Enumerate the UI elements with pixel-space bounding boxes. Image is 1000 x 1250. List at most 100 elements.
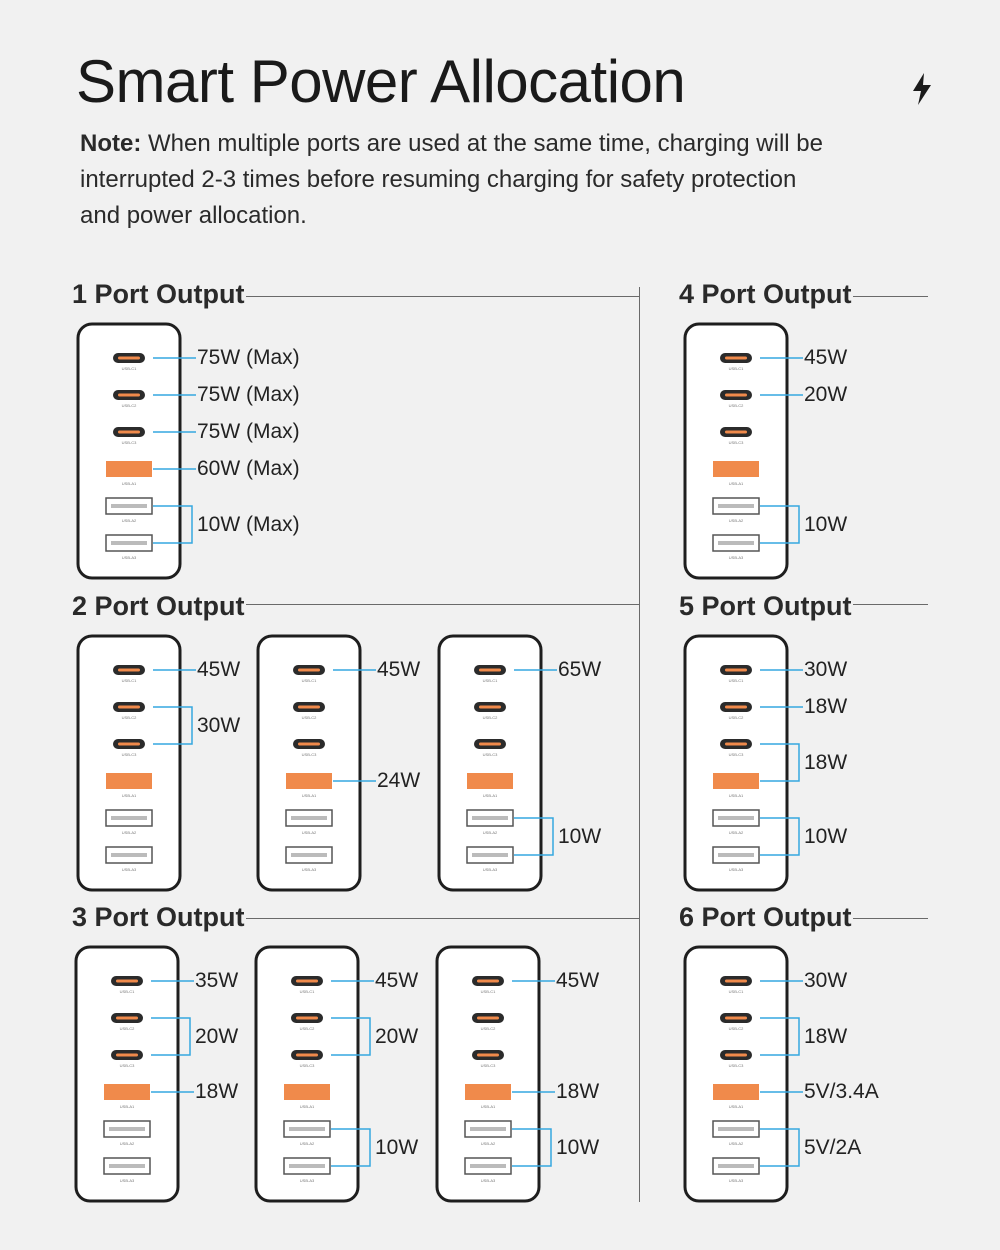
port-usb-c1: USB-C1 <box>720 665 752 683</box>
port-usb-a3: USB-A3 <box>105 534 153 560</box>
port-name-label: USB-C1 <box>302 678 317 683</box>
port-usb-c1: USB-C1 <box>111 976 143 994</box>
port-usb-c2: USB-C2 <box>720 390 752 408</box>
port-usb-c2: USB-C2 <box>720 1013 752 1031</box>
port-usb-a2: USB-A2 <box>712 497 760 523</box>
port-name-label: USB-A2 <box>300 1141 315 1146</box>
section-title-1-port: 1 Port Output <box>72 279 247 309</box>
port-usb-c3: USB-C3 <box>111 1050 143 1068</box>
port-name-label: USB-C2 <box>122 403 137 408</box>
section-2-rule <box>242 604 639 605</box>
port-name-label: USB-A3 <box>729 555 744 560</box>
port-name-label: USB-A1 <box>120 1104 135 1109</box>
power-output-label: 10W <box>558 824 602 848</box>
leader-bracket <box>153 706 193 745</box>
charger-3-port-b: USB-C1 USB-C2 USB-C3 USB-A1 USB-A2 USB-A3 <box>254 945 374 1203</box>
power-output-label: 18W <box>195 1080 239 1103</box>
port-usb-a3: USB-A3 <box>285 846 333 872</box>
section-title-3-port: 3 Port Output <box>72 902 247 932</box>
port-usb-c2: USB-C2 <box>472 1013 504 1031</box>
port-name-label: USB-A2 <box>120 1141 135 1146</box>
power-output-label: 18W <box>804 1024 848 1048</box>
port-usb-a2: USB-A2 <box>712 809 760 835</box>
port-usb-a1: USB-A1 <box>465 1084 511 1109</box>
port-usb-c2: USB-C2 <box>720 702 752 720</box>
port-name-label: USB-A3 <box>729 867 744 872</box>
port-name-label: USB-C3 <box>300 1063 315 1068</box>
port-name-label: USB-A3 <box>300 1178 315 1183</box>
port-name-label: USB-C2 <box>729 403 744 408</box>
charger-1-port: USB-C1 USB-C2 USB-C3 USB-A1 USB-A2 USB-A3 <box>76 322 196 580</box>
section-title-4-port: 4 Port Output <box>679 279 854 309</box>
leader-bracket <box>514 817 554 856</box>
charger-body <box>256 634 362 892</box>
port-usb-c2: USB-C2 <box>113 702 145 720</box>
port-name-label: USB-C1 <box>120 989 135 994</box>
power-output-label: 65W <box>558 658 602 681</box>
port-name-label: USB-A2 <box>122 518 137 523</box>
leader-bracket <box>331 1017 371 1056</box>
port-name-label: USB-A2 <box>122 830 137 835</box>
port-usb-a3: USB-A3 <box>712 534 760 560</box>
port-name-label: USB-A1 <box>300 1104 315 1109</box>
charger-svg: USB-C1 USB-C2 USB-C3 USB-A1 USB-A2 USB-A3 <box>435 945 555 1203</box>
port-name-label: USB-A2 <box>729 1141 744 1146</box>
port-name-label: USB-C2 <box>302 715 317 720</box>
power-output-label: 75W (Max) <box>197 383 300 406</box>
power-output-label: 18W <box>804 695 848 718</box>
port-name-label: USB-C3 <box>481 1063 496 1068</box>
port-usb-c1: USB-C1 <box>113 665 145 683</box>
port-name-label: USB-C1 <box>122 678 137 683</box>
port-usb-a2: USB-A2 <box>283 1120 331 1146</box>
power-output-label: 10W <box>556 1135 600 1159</box>
port-usb-a3: USB-A3 <box>283 1157 331 1183</box>
port-usb-a3: USB-A3 <box>712 846 760 872</box>
port-usb-a3: USB-A3 <box>105 846 153 872</box>
port-name-label: USB-A3 <box>302 867 317 872</box>
charger-body <box>437 634 543 892</box>
charger-svg: USB-C1 USB-C2 USB-C3 USB-A1 USB-A2 USB-A3 <box>437 634 557 892</box>
port-name-label: USB-C2 <box>729 1026 744 1031</box>
port-usb-c2: USB-C2 <box>113 390 145 408</box>
port-usb-c3: USB-C3 <box>293 739 325 757</box>
port-name-label: USB-A3 <box>729 1178 744 1183</box>
port-usb-c1: USB-C1 <box>474 665 506 683</box>
charger-svg: USB-C1 USB-C2 USB-C3 USB-A1 USB-A2 USB-A3 <box>254 945 374 1203</box>
port-name-label: USB-C2 <box>729 715 744 720</box>
leader-bracket <box>331 1128 371 1167</box>
port-name-label: USB-C1 <box>483 678 498 683</box>
power-output-label: 10W <box>804 824 848 848</box>
port-usb-a3: USB-A3 <box>712 1157 760 1183</box>
port-name-label: USB-A3 <box>481 1178 496 1183</box>
port-usb-c1: USB-C1 <box>291 976 323 994</box>
port-name-label: USB-C1 <box>729 989 744 994</box>
port-usb-c2: USB-C2 <box>474 702 506 720</box>
port-name-label: USB-C1 <box>300 989 315 994</box>
leader-bracket <box>151 1017 191 1056</box>
leader-bracket <box>760 743 800 782</box>
port-name-label: USB-C1 <box>122 366 137 371</box>
power-output-label: 35W <box>195 969 239 992</box>
port-name-label: USB-A3 <box>120 1178 135 1183</box>
port-name-label: USB-A1 <box>483 793 498 798</box>
power-output-label: 5V/2A <box>804 1135 862 1159</box>
port-name-label: USB-A1 <box>122 481 137 486</box>
section-6-rule <box>850 918 928 919</box>
leader-bracket <box>512 1128 552 1167</box>
port-usb-a1: USB-A1 <box>104 1084 150 1109</box>
port-name-label: USB-C1 <box>481 989 496 994</box>
charger-4-port: USB-C1 USB-C2 USB-C3 USB-A1 USB-A2 USB-A3 <box>683 322 803 580</box>
section-title-2-port: 2 Port Output <box>72 591 247 621</box>
port-usb-c3: USB-C3 <box>291 1050 323 1068</box>
charger-svg: USB-C1 USB-C2 USB-C3 USB-A1 USB-A2 USB-A3 <box>74 945 194 1203</box>
leader-bracket <box>760 817 800 856</box>
port-usb-a1: USB-A1 <box>106 773 152 798</box>
port-usb-a2: USB-A2 <box>103 1120 151 1146</box>
column-divider <box>639 287 640 1202</box>
port-usb-c3: USB-C3 <box>113 427 145 445</box>
port-name-label: USB-C2 <box>122 715 137 720</box>
port-usb-c3: USB-C3 <box>472 1050 504 1068</box>
port-name-label: USB-A1 <box>729 1104 744 1109</box>
power-output-label: 20W <box>804 383 848 406</box>
power-output-label: 30W <box>804 658 848 681</box>
